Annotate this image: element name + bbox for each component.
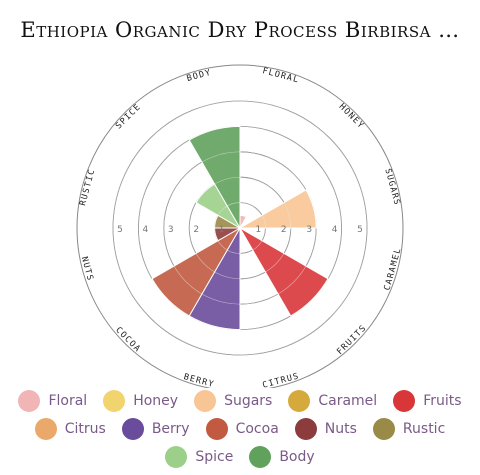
legend-swatch (165, 446, 188, 468)
legend-swatch (372, 418, 395, 440)
legend-item-spice[interactable]: Spice (165, 446, 233, 468)
legend-item-cocoa[interactable]: Cocoa (205, 418, 279, 440)
tick-label-right-1: 1 (256, 225, 262, 235)
grid-ring-overlay-4 (138, 126, 342, 330)
legend-item-caramel[interactable]: Caramel (288, 390, 377, 412)
legend-item-berry[interactable]: Berry (121, 418, 190, 440)
grid-ring-overlay-5 (112, 100, 368, 356)
legend-label: Honey (133, 393, 179, 409)
legend-label: Body (279, 449, 315, 465)
legend-label: Citrus (64, 421, 106, 437)
legend-swatch (205, 418, 228, 440)
category-label-floral: FLORAL (261, 66, 300, 85)
tick-label-left-4: 4 (143, 225, 149, 235)
radial-flavor-chart: 1 1 2 2 3 3 4 4 5 5 FLORAL HONEY SUGARS CARAMEL FRUITS… (76, 64, 404, 388)
category-label-caramel: CARAMEL (383, 246, 404, 291)
category-label-citrus: CITRUS (261, 371, 300, 388)
legend-label: Cocoa (235, 421, 279, 437)
legend-row: Citrus Berry Cocoa Nuts Rustic (0, 416, 480, 442)
legend-label: Sugars (224, 393, 273, 409)
category-label-rustic: RUSTIC (78, 168, 97, 207)
legend-swatch (288, 390, 311, 412)
tick-label-left-2: 2 (193, 225, 199, 235)
category-label-body: BODY (186, 68, 213, 84)
grid-ring-overlay-2 (188, 176, 292, 280)
legend-swatch (294, 418, 317, 440)
tick-label-left-5: 5 (117, 225, 123, 235)
legend-row: Spice Body (0, 444, 480, 470)
legend-swatch (194, 390, 217, 412)
legend-label: Berry (151, 421, 190, 437)
category-label-honey: HONEY (337, 102, 366, 131)
tick-label-left-3: 3 (168, 225, 174, 235)
category-label-sugars: SUGARS (382, 168, 401, 207)
legend-item-nuts[interactable]: Nuts (294, 418, 357, 440)
tick-label-right-3: 3 (306, 225, 312, 235)
legend-label: Fruits (423, 393, 462, 409)
category-label-spice: SPICE (114, 102, 143, 131)
legend-item-sugars[interactable]: Sugars (194, 390, 272, 412)
wedge-sugars (238, 189, 317, 229)
legend-label: Rustic (402, 421, 446, 437)
category-label-berry: BERRY (182, 372, 215, 388)
tick-label-right-4: 4 (332, 225, 338, 235)
legend-label: Caramel (318, 393, 378, 409)
legend-item-fruits[interactable]: Fruits (393, 390, 462, 412)
legend-row: Floral Honey Sugars Caramel Fruits (0, 388, 480, 414)
legend-item-rustic[interactable]: Rustic (372, 418, 446, 440)
legend-swatch (393, 390, 416, 412)
legend-label: Nuts (324, 421, 357, 437)
tick-label-right-5: 5 (357, 225, 363, 235)
legend-label: Floral (48, 393, 88, 409)
legend-item-citrus[interactable]: Citrus (34, 418, 106, 440)
legend-swatch (18, 390, 41, 412)
legend-swatch (103, 390, 126, 412)
grid-ring-overlay-1 (214, 202, 266, 254)
category-label-fruits: FRUITS (335, 323, 369, 357)
legend-label: Spice (195, 449, 234, 465)
legend-item-honey[interactable]: Honey (103, 390, 178, 412)
legend-item-body[interactable]: Body (249, 446, 315, 468)
legend-item-floral[interactable]: Floral (18, 390, 87, 412)
tick-label-right-2: 2 (281, 225, 287, 235)
legend: Floral Honey Sugars Caramel Fruits Citrus Berr… (0, 388, 480, 472)
legend-swatch (34, 418, 57, 440)
legend-swatch (121, 418, 144, 440)
chart-title: Ethiopia Organic Dry Process Birbirsa … (20, 18, 460, 42)
outer-ring (76, 64, 404, 388)
category-label-cocoa: COCOA (113, 325, 142, 354)
tick-label-left-1: 1 (219, 225, 225, 235)
grid-ring-overlay-3 (163, 151, 317, 305)
category-label-nuts: NUTS (79, 256, 95, 283)
legend-swatch (249, 446, 272, 468)
